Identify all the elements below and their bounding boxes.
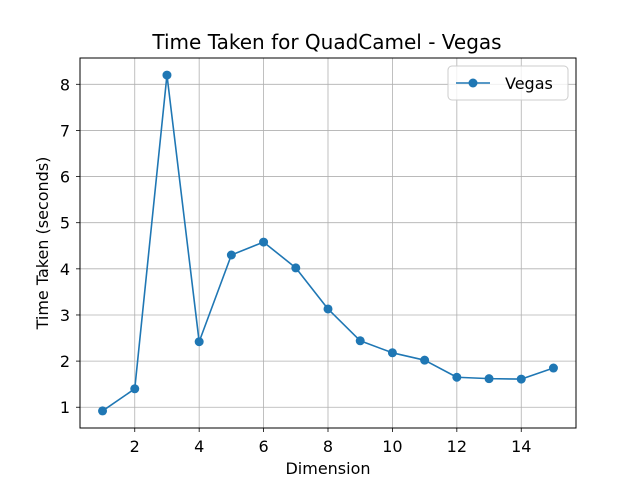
x-axis-label: Dimension — [285, 459, 370, 478]
data-point — [194, 337, 204, 347]
chart-title: Time Taken for QuadCamel - Vegas — [151, 30, 501, 54]
legend: Vegas — [447, 65, 569, 101]
y-tick-label: 1 — [60, 398, 70, 417]
data-point — [162, 70, 172, 80]
y-tick-label: 8 — [60, 75, 70, 94]
data-point — [516, 374, 526, 384]
data-point — [387, 348, 397, 358]
data-point — [452, 372, 462, 382]
data-point — [548, 363, 558, 373]
y-axis-label: Time Taken (seconds) — [33, 157, 52, 331]
data-point — [484, 374, 494, 384]
data-point — [259, 237, 269, 247]
data-point — [130, 384, 140, 394]
legend-label-vegas: Vegas — [505, 74, 553, 93]
x-tick-label: 12 — [447, 437, 467, 456]
data-point — [355, 336, 365, 346]
y-tick-label: 3 — [60, 306, 70, 325]
x-tick-label: 8 — [323, 437, 333, 456]
series — [98, 70, 558, 416]
y-tick-label: 4 — [60, 260, 70, 279]
data-point — [323, 304, 333, 314]
x-tick-label: 6 — [258, 437, 268, 456]
data-point — [420, 355, 430, 365]
grid — [80, 58, 576, 428]
y-tick-label: 7 — [60, 121, 70, 140]
data-point — [98, 406, 108, 416]
data-point — [226, 250, 236, 260]
legend-marker — [468, 78, 478, 88]
data-point — [291, 263, 301, 273]
x-tick-label: 2 — [130, 437, 140, 456]
y-tick-label: 5 — [60, 214, 70, 233]
x-tick-label: 4 — [194, 437, 204, 456]
y-tick-label: 6 — [60, 168, 70, 187]
legend-box — [447, 65, 569, 101]
x-tick-label: 14 — [511, 437, 531, 456]
y-tick-label: 2 — [60, 352, 70, 371]
plot-frame — [79, 57, 577, 429]
x-tick-label: 10 — [382, 437, 402, 456]
